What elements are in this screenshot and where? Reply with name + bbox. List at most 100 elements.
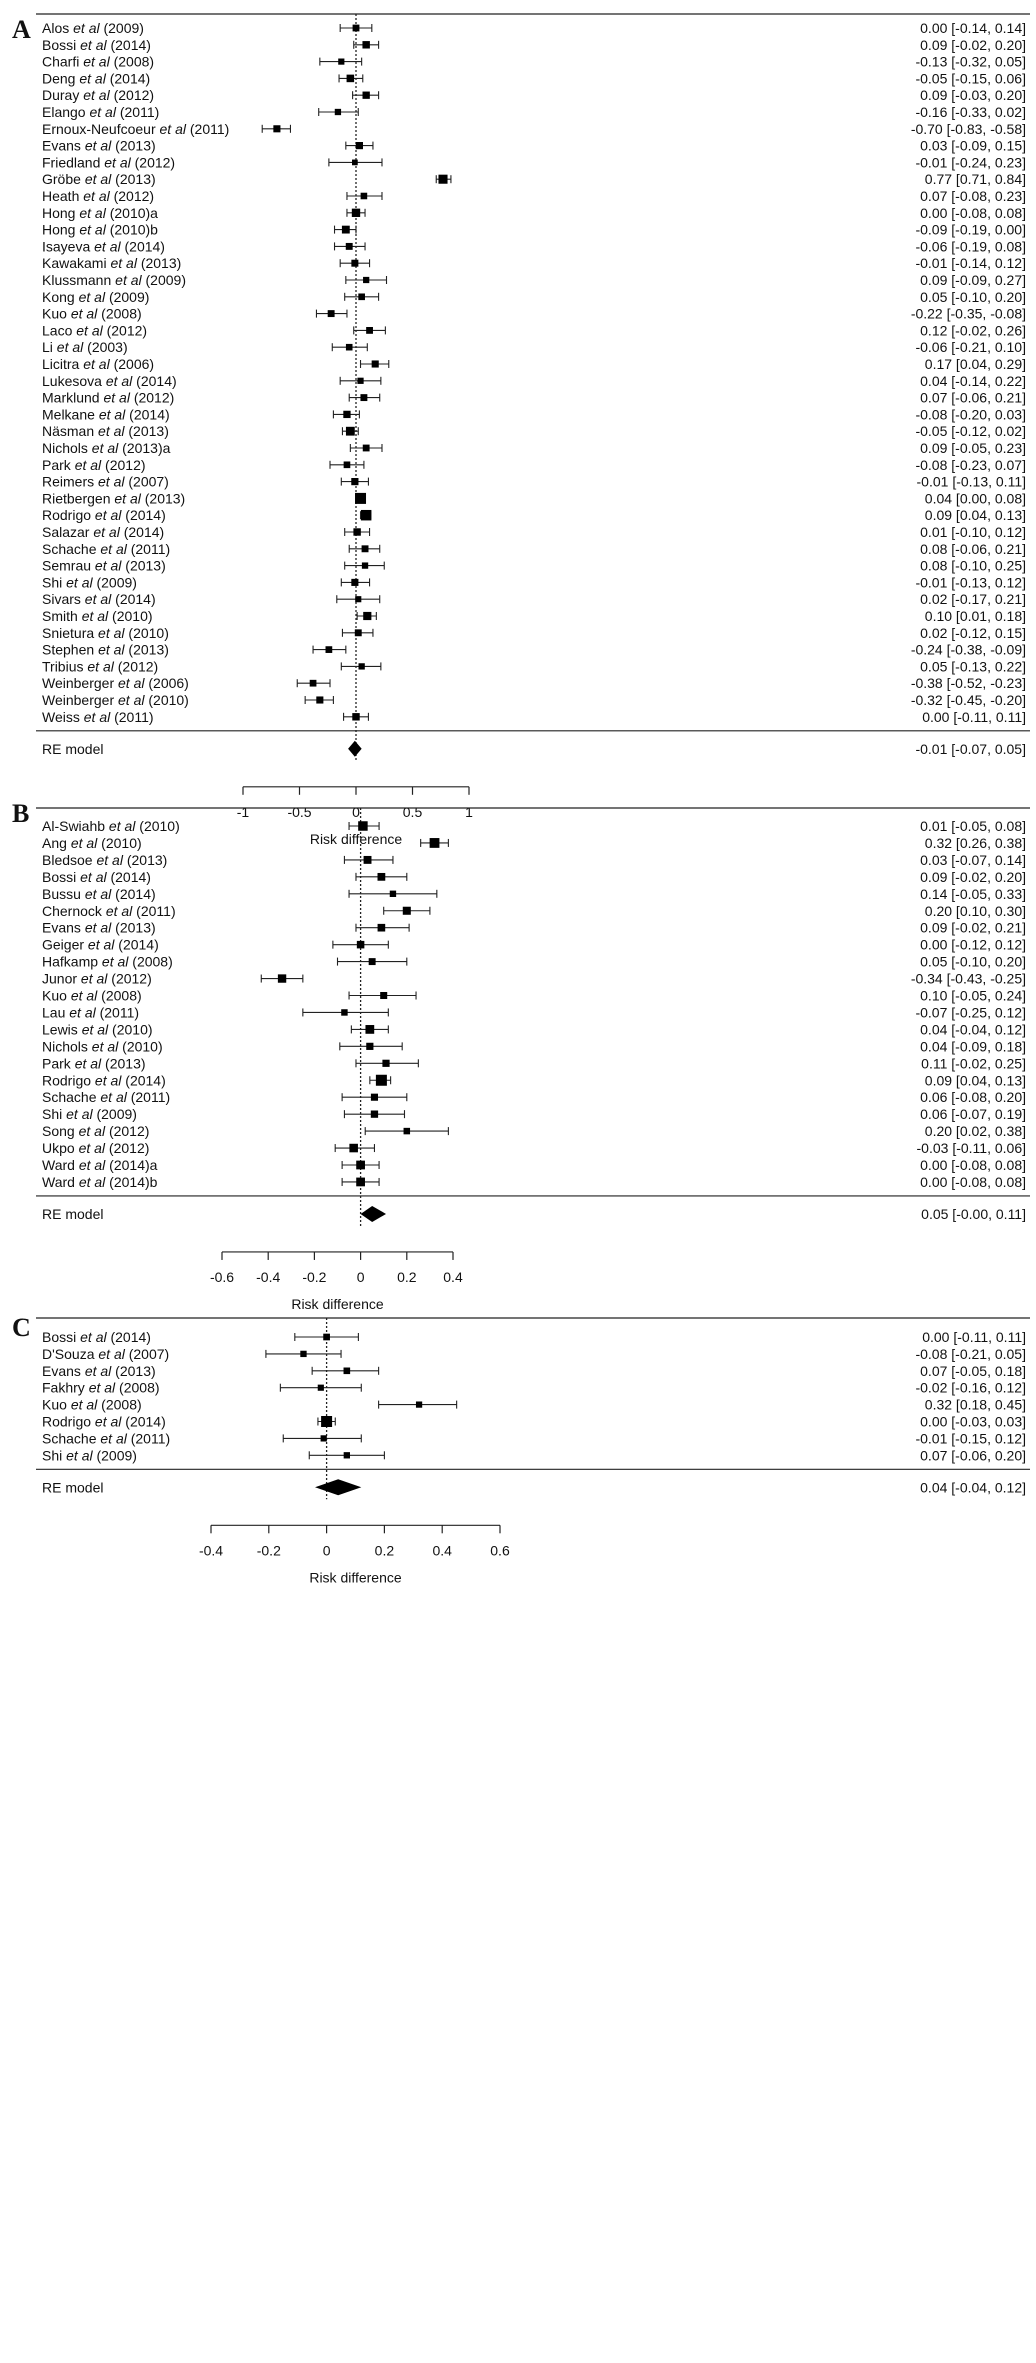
- study-label: Fakhry et al (2008): [42, 1380, 160, 1396]
- point-estimate-square: [317, 1384, 324, 1391]
- study-row: Shi et al (2009) 0.07 [-0.06, 0.20]: [42, 1447, 1026, 1463]
- point-estimate-square: [334, 108, 342, 116]
- study-label: Shi et al (2009): [42, 1106, 137, 1122]
- study-row: Park et al (2013) 0.11 [-0.02, 0.25]: [42, 1055, 1026, 1071]
- study-label: Kong et al (2009): [42, 289, 149, 305]
- study-row: Junor et al (2012) -0.34 [-0.43, -0.25]: [42, 971, 1026, 987]
- point-estimate-square: [345, 426, 355, 436]
- study-label: Salazar et al (2014): [42, 524, 164, 540]
- point-estimate-square: [355, 596, 362, 603]
- study-row: Kuo et al (2008) 0.32 [0.18, 0.45]: [42, 1397, 1026, 1413]
- effect-size-ci-text: 0.09 [-0.02, 0.21]: [920, 920, 1026, 936]
- effect-size-ci-text: 0.00 [-0.11, 0.11]: [922, 1329, 1026, 1345]
- study-row: Schache et al (2011) 0.08 [-0.06, 0.21]: [42, 541, 1026, 557]
- x-tick-label: 0.6: [490, 1542, 510, 1558]
- study-label: Reimers et al (2007): [42, 474, 169, 490]
- point-estimate-square: [360, 509, 372, 521]
- point-estimate-square: [355, 492, 367, 504]
- study-label: Sivars et al (2014): [42, 591, 156, 607]
- study-label: Weinberger et al (2010): [42, 692, 189, 708]
- study-row: Ang et al (2010) 0.32 [0.26, 0.38]: [42, 835, 1026, 851]
- point-estimate-square: [363, 276, 370, 284]
- effect-size-ci-text: 0.00 [-0.08, 0.08]: [920, 1157, 1026, 1173]
- effect-size-ci-text: -0.06 [-0.19, 0.08]: [915, 238, 1026, 254]
- study-row: Shi et al (2009) 0.06 [-0.07, 0.19]: [42, 1106, 1026, 1122]
- point-estimate-square: [273, 125, 281, 133]
- study-row: Fakhry et al (2008) -0.02 [-0.16, 0.12]: [42, 1380, 1026, 1396]
- effect-size-ci-text: 0.09 [-0.05, 0.23]: [920, 440, 1026, 456]
- effect-size-ci-text: 0.10 [0.01, 0.18]: [925, 608, 1026, 624]
- point-estimate-square: [327, 310, 335, 318]
- study-row: Duray et al (2012) 0.09 [-0.03, 0.20]: [42, 87, 1026, 103]
- study-row: Friedland et al (2012) -0.01 [-0.24, 0.23…: [42, 154, 1026, 170]
- study-label: Duray et al (2012): [42, 87, 154, 103]
- effect-size-ci-text: 0.77 [0.71, 0.84]: [925, 171, 1026, 187]
- point-estimate-square: [355, 142, 363, 150]
- study-row: Stephen et al (2013) -0.24 [-0.38, -0.09]: [42, 642, 1026, 658]
- effect-size-ci-text: 0.03 [-0.07, 0.14]: [920, 852, 1026, 868]
- effect-size-ci-text: 0.01 [-0.10, 0.12]: [920, 524, 1026, 540]
- study-row: Evans et al (2013) 0.07 [-0.05, 0.18]: [42, 1363, 1026, 1379]
- summary-ci-text: -0.01 [-0.07, 0.05]: [915, 741, 1026, 757]
- point-estimate-square: [402, 906, 411, 915]
- point-estimate-square: [343, 1367, 351, 1375]
- study-label: Schache et al (2011): [42, 1430, 170, 1446]
- effect-size-ci-text: 0.09 [-0.03, 0.20]: [920, 87, 1026, 103]
- point-estimate-square: [341, 225, 350, 234]
- study-row: Nichols et al (2013)a 0.09 [-0.05, 0.23]: [42, 440, 1026, 456]
- effect-size-ci-text: -0.34 [-0.43, -0.25]: [911, 971, 1026, 987]
- study-row: Licitra et al (2006) 0.17 [0.04, 0.29]: [42, 356, 1026, 372]
- effect-size-ci-text: -0.05 [-0.15, 0.06]: [915, 70, 1026, 86]
- point-estimate-square: [366, 1042, 374, 1050]
- study-row: Marklund et al (2012) 0.07 [-0.06, 0.21]: [42, 390, 1026, 406]
- study-row: Chernock et al (2011) 0.20 [0.10, 0.30]: [42, 903, 1026, 919]
- effect-size-ci-text: -0.08 [-0.20, 0.03]: [915, 406, 1026, 422]
- study-label: Klussmann et al (2009): [42, 272, 186, 288]
- study-label: Park et al (2013): [42, 1055, 146, 1071]
- panel-a: A Alos et al (2009) 0.00 [-0.14, 0.14]Boss…: [12, 13, 1030, 847]
- study-row: Schache et al (2011) 0.06 [-0.08, 0.20]: [42, 1089, 1026, 1105]
- effect-size-ci-text: 0.12 [-0.02, 0.26]: [920, 322, 1026, 338]
- point-estimate-square: [345, 242, 353, 250]
- point-estimate-square: [380, 991, 388, 1000]
- study-row: Elango et al (2011) -0.16 [-0.33, 0.02]: [42, 104, 1026, 120]
- study-label: Hong et al (2010)b: [42, 222, 158, 238]
- study-row: Bussu et al (2014) 0.14 [-0.05, 0.33]: [42, 886, 1026, 902]
- study-row: Heath et al (2012) 0.07 [-0.08, 0.23]: [42, 188, 1026, 204]
- x-tick-label: -0.6: [210, 1269, 234, 1285]
- effect-size-ci-text: 0.02 [-0.17, 0.21]: [920, 591, 1026, 607]
- study-label: Ernoux-Neufcoeur et al (2011): [42, 121, 229, 137]
- point-estimate-square: [361, 545, 369, 553]
- panel-letter: A: [12, 15, 31, 44]
- study-label: Kuo et al (2008): [42, 988, 142, 1004]
- effect-size-ci-text: -0.02 [-0.16, 0.12]: [915, 1380, 1026, 1396]
- effect-size-ci-text: 0.04 [-0.09, 0.18]: [920, 1038, 1026, 1054]
- point-estimate-square: [358, 821, 368, 831]
- study-row: Li et al (2003) -0.06 [-0.21, 0.10]: [42, 339, 1026, 355]
- point-estimate-square: [382, 1059, 390, 1067]
- study-row: Kong et al (2009) 0.05 [-0.10, 0.20]: [42, 289, 1026, 305]
- study-row: Song et al (2012) 0.20 [0.02, 0.38]: [42, 1123, 1026, 1139]
- study-row: Al-Swiahb et al (2010) 0.01 [-0.05, 0.08]: [42, 818, 1026, 834]
- study-label: Licitra et al (2006): [42, 356, 154, 372]
- summary-ci-text: 0.05 [-0.00, 0.11]: [921, 1206, 1026, 1222]
- effect-size-ci-text: 0.09 [-0.09, 0.27]: [920, 272, 1026, 288]
- effect-size-ci-text: 0.00 [-0.14, 0.14]: [920, 20, 1026, 36]
- study-row: Laco et al (2012) 0.12 [-0.02, 0.26]: [42, 322, 1026, 338]
- study-label: Isayeva et al (2014): [42, 238, 165, 254]
- study-label: Kuo et al (2008): [42, 1397, 142, 1413]
- study-label: Weiss et al (2011): [42, 709, 154, 725]
- point-estimate-square: [309, 679, 317, 687]
- x-tick-label: 0: [357, 1269, 365, 1285]
- point-estimate-square: [389, 890, 397, 897]
- point-estimate-square: [429, 838, 440, 848]
- point-estimate-square: [356, 1160, 365, 1170]
- study-label: Snietura et al (2010): [42, 625, 169, 641]
- x-tick-label: 0: [323, 1542, 331, 1558]
- effect-size-ci-text: 0.11 [-0.02, 0.25]: [921, 1055, 1026, 1071]
- point-estimate-square: [356, 1177, 365, 1187]
- effect-size-ci-text: -0.01 [-0.13, 0.12]: [915, 574, 1026, 590]
- effect-size-ci-text: -0.03 [-0.11, 0.06]: [917, 1140, 1026, 1156]
- summary-diamond: [315, 1479, 362, 1496]
- x-axis-label: Risk difference: [310, 831, 403, 847]
